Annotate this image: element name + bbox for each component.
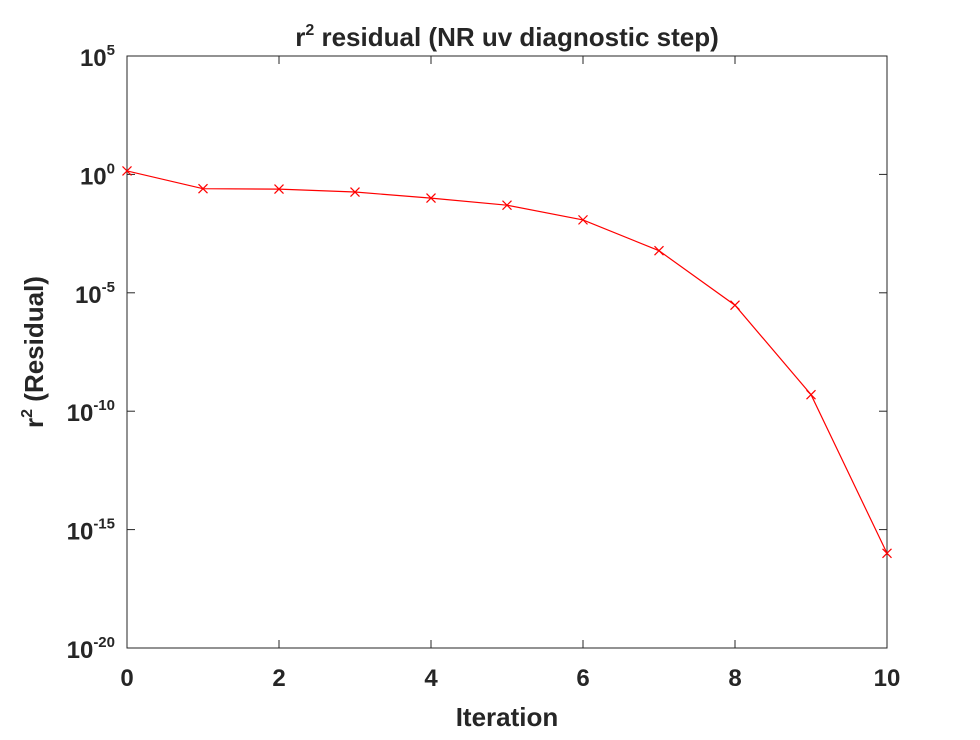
chart-title-base: r <box>295 22 305 52</box>
y-tick-label-exponent: 5 <box>107 42 115 59</box>
y-tick-label: 105 <box>80 42 115 72</box>
x-tick-label: 2 <box>272 665 285 692</box>
data-point-marker <box>730 300 740 311</box>
data-point-marker <box>426 193 436 204</box>
y-tick-label-base: 10 <box>80 45 107 72</box>
y-tick-label-exponent: -10 <box>93 397 115 414</box>
series-layer <box>122 166 892 559</box>
plot-area <box>126 55 888 649</box>
y-tick-label: 10-10 <box>67 397 115 427</box>
y-tick-label-exponent: -5 <box>102 279 115 296</box>
data-point-marker <box>502 200 512 211</box>
data-point-marker <box>350 187 360 197</box>
chart-title: r2 residual (NR uv diagnostic step) <box>295 22 719 52</box>
chart-title-rest: residual (NR uv diagnostic step) <box>314 22 719 52</box>
x-tick-label: 0 <box>120 665 133 692</box>
y-tick-label-base: 10 <box>67 519 94 546</box>
x-tick-label: 4 <box>424 665 438 692</box>
chart-title-sup: 2 <box>305 22 314 39</box>
y-tick-label: 100 <box>80 160 115 190</box>
y-axis-label-sup: 2 <box>19 409 36 418</box>
y-tick-label: 10-15 <box>67 516 115 546</box>
data-point-marker <box>882 548 892 559</box>
y-tick-label-base: 10 <box>67 400 94 427</box>
x-tick-label: 8 <box>728 665 741 692</box>
y-tick-label-exponent: -15 <box>93 516 115 533</box>
data-point-marker <box>198 183 208 194</box>
y-tick-label-base: 10 <box>67 637 94 664</box>
y-tick-label: 10-5 <box>75 279 115 309</box>
x-ticks: 0 2 4 6 8 10 <box>120 56 900 692</box>
x-tick-label: 10 <box>874 665 901 692</box>
y-tick-label-base: 10 <box>75 282 102 309</box>
y-tick-label-exponent: -20 <box>93 634 115 651</box>
data-point-marker <box>122 166 132 176</box>
data-point-marker <box>274 184 284 195</box>
x-tick-label: 6 <box>576 665 589 692</box>
axes-box <box>126 55 888 649</box>
y-axis-label-base: r <box>19 418 49 428</box>
data-point-marker <box>578 214 588 225</box>
y-axis-label-rest: (Residual) <box>19 276 49 409</box>
data-point-marker <box>806 389 816 400</box>
data-point-marker <box>654 245 664 256</box>
x-axis-label: Iteration <box>456 702 559 732</box>
y-tick-label-exponent: 0 <box>107 160 115 177</box>
y-tick-label-base: 10 <box>80 163 107 190</box>
y-axis-label: r2 (Residual) <box>19 276 49 428</box>
y-tick-label: 10-20 <box>67 634 115 664</box>
